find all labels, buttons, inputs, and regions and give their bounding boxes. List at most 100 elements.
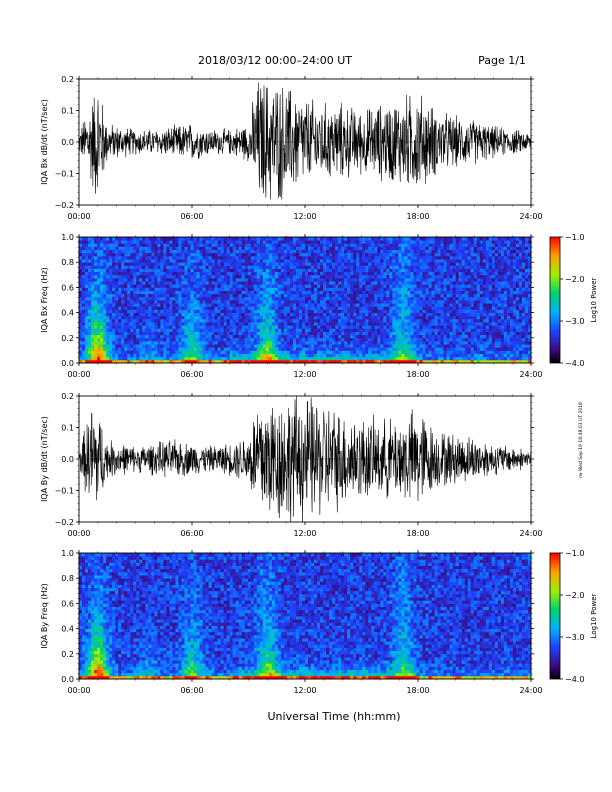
heat-cell xyxy=(371,347,375,351)
heat-cell xyxy=(308,303,312,307)
heat-cell xyxy=(154,262,158,266)
heat-cell xyxy=(172,252,176,257)
heat-cell xyxy=(217,249,222,254)
heat-cell xyxy=(437,334,441,339)
heat-cell xyxy=(280,340,285,345)
heat-cell xyxy=(356,359,360,364)
heat-cell xyxy=(247,240,252,244)
heat-cell xyxy=(289,287,294,291)
heat-cell xyxy=(410,265,414,269)
heat-cell xyxy=(238,265,243,269)
heat-cell xyxy=(286,237,291,241)
heat-cell xyxy=(214,353,219,358)
heat-cell xyxy=(91,274,95,279)
heat-cell xyxy=(253,293,258,298)
heat-cell xyxy=(241,246,246,250)
heat-cell xyxy=(413,265,417,269)
heat-cell xyxy=(374,249,378,254)
heat-cell xyxy=(404,240,408,244)
heat-cell xyxy=(395,240,399,244)
heat-cell xyxy=(283,303,288,307)
heat-cell xyxy=(268,325,273,329)
heat-cell xyxy=(250,265,255,269)
heat-cell xyxy=(196,318,200,323)
heat-cell xyxy=(178,309,182,313)
heat-cell xyxy=(97,331,101,336)
heat-cell xyxy=(419,306,423,310)
heat-cell xyxy=(100,334,104,339)
heat-cell xyxy=(121,359,125,364)
heat-cell xyxy=(241,359,246,364)
heat-cell xyxy=(217,312,222,317)
heat-cell xyxy=(214,328,219,332)
heat-cell xyxy=(112,340,116,345)
heat-cell xyxy=(380,356,384,361)
heat-cell xyxy=(229,259,234,263)
heat-cell xyxy=(121,315,125,320)
heat-cell xyxy=(341,328,345,332)
heat-cell xyxy=(344,237,348,241)
heat-cell xyxy=(211,318,215,323)
heat-cell xyxy=(241,255,246,260)
heat-cell xyxy=(109,255,113,260)
heat-cell xyxy=(175,237,179,241)
heat-cell xyxy=(317,356,321,361)
heat-cell xyxy=(211,246,215,250)
heat-cell xyxy=(289,340,294,345)
heat-cell xyxy=(323,318,327,323)
heat-cell xyxy=(181,309,185,313)
heat-cell xyxy=(389,306,393,310)
heat-cell xyxy=(368,287,372,291)
heat-cell xyxy=(208,350,212,354)
heat-cell xyxy=(256,252,261,257)
heat-cell xyxy=(112,334,116,339)
heat-cell xyxy=(323,246,327,250)
heat-cell xyxy=(223,347,228,351)
heat-cell xyxy=(151,262,155,266)
heat-cell xyxy=(205,268,209,273)
heat-cell xyxy=(250,290,255,295)
heat-cell xyxy=(94,306,98,310)
heat-cell xyxy=(347,315,351,320)
heat-cell xyxy=(91,359,95,364)
heat-cell xyxy=(323,315,327,320)
heat-cell xyxy=(326,309,330,313)
heat-cell xyxy=(211,303,215,307)
heat-cell xyxy=(383,309,387,313)
heat-cell xyxy=(91,337,95,342)
heat-cell xyxy=(413,271,417,276)
heat-cell xyxy=(142,328,146,332)
heat-cell xyxy=(262,340,267,345)
heat-cell xyxy=(359,243,363,247)
heat-cell xyxy=(347,252,351,257)
heat-cell xyxy=(142,271,146,276)
heat-cell xyxy=(359,318,363,323)
heat-cell xyxy=(347,353,351,358)
heat-cell xyxy=(437,237,441,241)
heat-cell xyxy=(338,237,342,241)
heat-cell xyxy=(305,331,309,336)
heat-cell xyxy=(371,334,375,339)
heat-cell xyxy=(232,309,237,313)
heat-cell xyxy=(314,268,318,273)
heat-cell xyxy=(305,274,309,279)
heat-cell xyxy=(286,312,291,317)
heat-cell xyxy=(353,337,357,342)
heat-cell xyxy=(329,315,333,320)
heat-cell xyxy=(286,265,291,269)
heat-cell xyxy=(220,281,225,285)
heat-cell xyxy=(151,284,155,288)
heat-cell xyxy=(172,259,176,263)
heat-cell xyxy=(268,243,273,247)
heat-cell xyxy=(151,240,155,244)
heat-cell xyxy=(82,293,86,298)
heat-cell xyxy=(298,334,303,339)
heat-cell xyxy=(274,359,279,364)
heat-cell xyxy=(109,240,113,244)
heat-cell xyxy=(253,237,258,241)
heat-cell xyxy=(280,303,285,307)
heat-cell xyxy=(419,246,423,250)
heat-cell xyxy=(286,281,291,285)
heat-cell xyxy=(163,265,167,269)
heat-cell xyxy=(392,243,396,247)
